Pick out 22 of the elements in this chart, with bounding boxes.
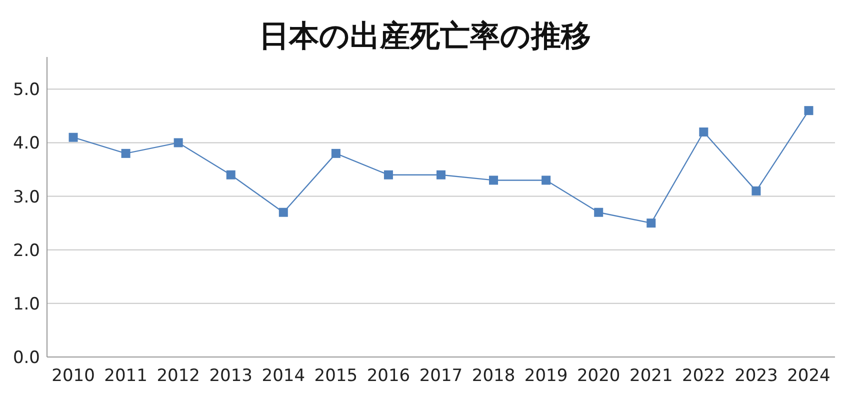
title: 日本の出産死亡率の推移 [259, 20, 591, 53]
ytick: 4.0 [12, 134, 40, 154]
xtick: 2013 [209, 366, 252, 386]
xtick: 2011 [104, 366, 148, 386]
ytick: 0.0 [12, 348, 40, 368]
xtick: 2017 [419, 366, 463, 386]
xtick: 2021 [630, 366, 673, 386]
xtick: 2016 [366, 366, 410, 386]
xtick: 2014 [262, 366, 306, 386]
xtick: 2020 [576, 366, 620, 386]
ytick: 1.0 [12, 294, 40, 314]
ytick: 5.0 [12, 80, 40, 100]
xtick: 2023 [734, 366, 778, 386]
xtick: 2018 [472, 366, 516, 386]
xtick: 2012 [156, 366, 200, 386]
xtick: 2022 [682, 366, 726, 386]
xtick: 2015 [314, 366, 358, 386]
ytick: 2.0 [12, 240, 40, 261]
ytick: 3.0 [12, 187, 40, 208]
xtick: 2024 [787, 366, 830, 386]
xtick: 2010 [52, 366, 95, 386]
xtick: 2019 [524, 366, 568, 386]
